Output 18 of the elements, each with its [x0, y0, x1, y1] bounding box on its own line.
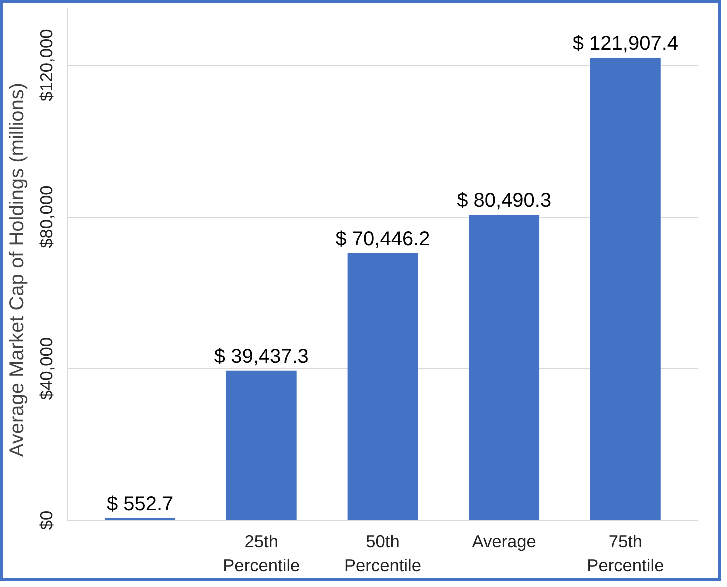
data-label: $ 70,446.2	[336, 228, 430, 250]
x-tick-label: 50th Percentile	[344, 532, 422, 576]
x-tick-label: 25th Percentile	[223, 532, 300, 576]
x-tick-label: 75th Percentile	[587, 532, 664, 576]
bar	[590, 58, 661, 520]
bar	[469, 215, 540, 520]
data-label: $ 80,490.3	[457, 190, 552, 212]
bar	[226, 370, 297, 520]
x-tick-label: Average	[472, 532, 536, 552]
bar	[348, 253, 418, 520]
data-label: $ 121,907.4	[572, 33, 679, 56]
data-label: $ 39,437.3	[214, 346, 309, 368]
y-tick-label: $40,000	[36, 337, 56, 400]
y-tick-label: $80,000	[36, 186, 56, 248]
data-label: $ 552.7	[106, 493, 174, 516]
y-tick-label: $120,000	[36, 29, 56, 102]
y-tick-label: $0	[36, 510, 56, 530]
y-axis-title: Average Market Cap of Holdings (millions)	[6, 82, 28, 458]
